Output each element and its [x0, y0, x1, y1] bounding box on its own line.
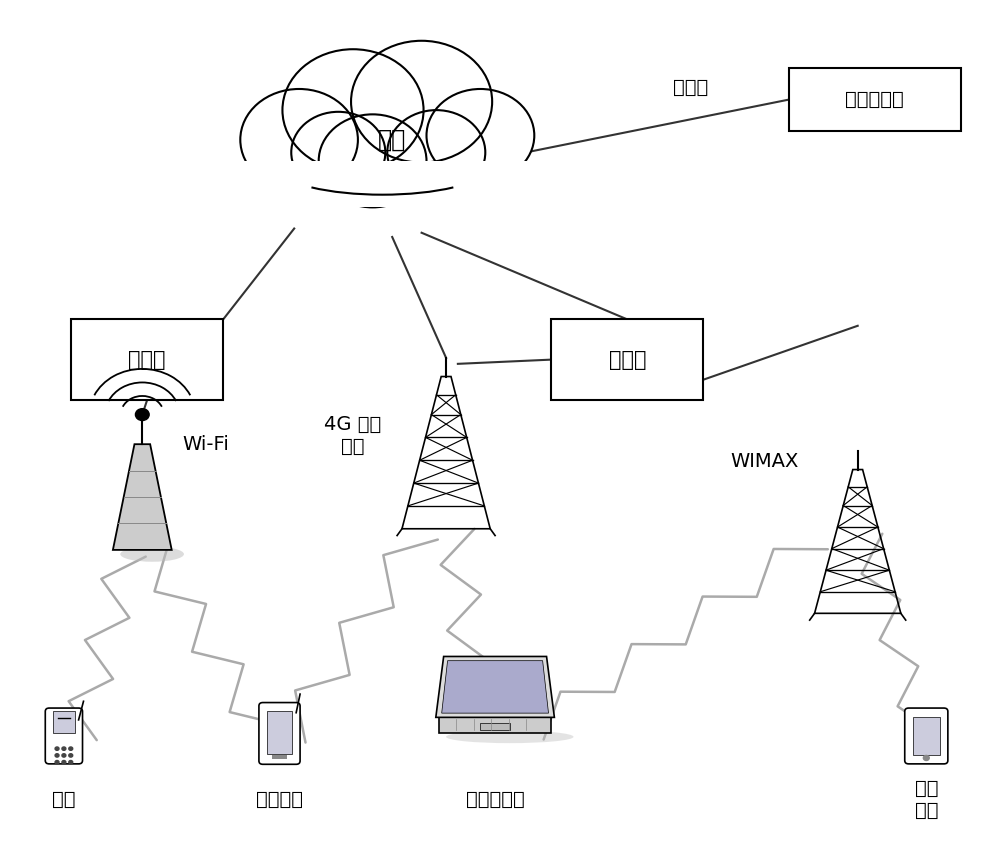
Bar [789, 68, 961, 131]
Text: 视频服务器: 视频服务器 [845, 90, 904, 109]
Circle shape [282, 49, 424, 171]
Polygon shape [113, 444, 172, 550]
Bar [480, 723, 510, 730]
Circle shape [55, 747, 59, 750]
Circle shape [923, 755, 929, 760]
Text: 手机: 手机 [52, 790, 76, 809]
Circle shape [351, 41, 492, 162]
Ellipse shape [120, 546, 184, 562]
Bar [439, 717, 551, 733]
Bar [53, 711, 75, 734]
Bar [267, 711, 292, 754]
Circle shape [55, 753, 59, 757]
Text: 笔记本电脑: 笔记本电脑 [466, 790, 524, 809]
Circle shape [135, 409, 149, 420]
Circle shape [62, 753, 66, 757]
FancyBboxPatch shape [259, 702, 300, 765]
FancyBboxPatch shape [45, 708, 83, 764]
Circle shape [69, 753, 73, 757]
Ellipse shape [446, 730, 574, 743]
Bar [71, 319, 223, 400]
Circle shape [62, 747, 66, 750]
Text: 4G 移动
网络: 4G 移动 网络 [324, 415, 382, 457]
Circle shape [426, 89, 534, 182]
Text: Wi-Fi: Wi-Fi [183, 435, 229, 454]
Text: 智能手机: 智能手机 [256, 790, 303, 809]
Circle shape [69, 747, 73, 750]
Circle shape [291, 112, 385, 193]
Circle shape [62, 760, 66, 764]
Bar [913, 716, 940, 755]
Bar [230, 161, 534, 207]
Circle shape [69, 760, 73, 764]
Text: WIMAX: WIMAX [730, 451, 799, 470]
Polygon shape [436, 657, 554, 717]
Circle shape [55, 760, 59, 764]
Bar [551, 319, 703, 400]
Text: 平板
电脑: 平板 电脑 [915, 779, 938, 820]
FancyBboxPatch shape [905, 708, 948, 764]
Text: 网络: 网络 [378, 128, 406, 152]
Text: 视频流: 视频流 [673, 78, 709, 97]
Circle shape [319, 115, 426, 207]
Circle shape [387, 110, 485, 195]
Text: 路由器: 路由器 [609, 350, 646, 369]
Bar [272, 755, 287, 759]
Circle shape [240, 89, 358, 191]
Text: 路由器: 路由器 [128, 350, 166, 369]
Polygon shape [442, 661, 549, 713]
